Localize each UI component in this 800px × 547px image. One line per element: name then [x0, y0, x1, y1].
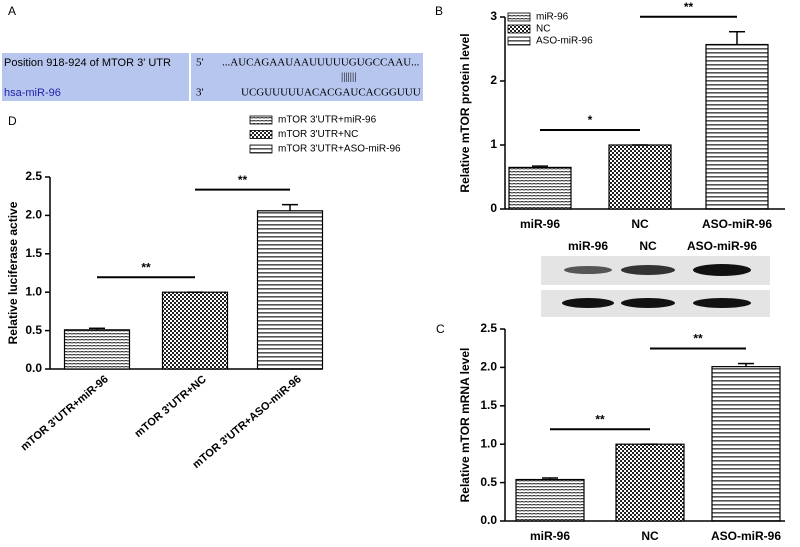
y-tick-label: 0.5	[480, 475, 497, 489]
legend-label: ASO-miR-96	[536, 36, 593, 47]
legend-swatch	[249, 130, 273, 139]
significance-label: **	[693, 332, 703, 346]
blot-band	[564, 266, 612, 274]
blot-band	[693, 298, 751, 308]
blot-band	[621, 298, 675, 308]
legend-label: miR-96	[536, 12, 569, 23]
y-tick-label: 2.0	[25, 208, 42, 222]
bar	[256, 210, 324, 370]
x-tick-label: mTOR 3'UTR+ASO-miR-96	[191, 373, 304, 471]
bar	[615, 443, 685, 522]
y-tick-label: 1.5	[25, 246, 42, 260]
x-tick-label: mTOR 3'UTR+miR-96	[19, 373, 111, 453]
mirna-seq: UCGUUUUUACACGAUCACGGUUU	[241, 87, 421, 99]
x-tick-label: ASO-miR-96	[711, 529, 781, 543]
pairing: |||||||	[341, 71, 356, 83]
bar	[515, 478, 585, 522]
mirna-label: hsa-miR-96	[4, 87, 61, 99]
x-tick-label: mTOR 3'UTR+NC	[133, 373, 209, 440]
y-axis-label: Relative mTOR mRNA level	[458, 348, 472, 503]
y-tick-label: 1.5	[480, 398, 497, 412]
panel-label: D	[8, 114, 17, 128]
blot-lane-label: ASO-miR-96	[687, 239, 757, 253]
y-axis-label: Relative mTOR protein level	[458, 33, 472, 192]
blot-band	[562, 298, 614, 308]
y-tick-label: 0.5	[25, 323, 42, 337]
panel-label: C	[436, 322, 445, 336]
alignment-box	[2, 53, 423, 101]
panel-label: B	[435, 4, 443, 18]
significance-label: *	[588, 113, 593, 127]
y-tick-label: 2	[490, 73, 497, 87]
legend-swatch	[249, 144, 273, 154]
bar	[63, 329, 131, 370]
y-tick-label: 1.0	[480, 436, 497, 450]
legend-swatch	[249, 115, 273, 125]
target-seq: ...AUCAGAAUAAUUUUUGUGCCAAU...	[222, 57, 420, 69]
bar	[608, 144, 672, 210]
y-tick-label: 2.5	[480, 321, 497, 335]
legend-label: NC	[536, 24, 550, 35]
y-tick-label: 1.0	[25, 284, 42, 298]
significance-label: **	[595, 412, 605, 426]
significance-label: **	[238, 173, 248, 187]
blot-band	[621, 265, 675, 275]
blot-lane-label: miR-96	[568, 239, 608, 253]
legend-swatch	[507, 36, 531, 46]
bar	[161, 291, 229, 370]
target-end: 5'	[196, 57, 204, 69]
legend-swatch	[507, 12, 531, 22]
x-tick-label: miR-96	[520, 217, 560, 231]
y-tick-label: 0	[490, 201, 497, 215]
legend-label: mTOR 3'UTR+NC	[278, 129, 358, 140]
y-tick-label: 2.5	[25, 169, 42, 183]
x-tick-label: NC	[631, 217, 649, 231]
y-tick-label: 1	[490, 137, 497, 151]
legend-swatch	[507, 24, 531, 34]
y-tick-label: 0.0	[480, 513, 497, 527]
bar	[508, 166, 572, 210]
bar	[711, 366, 781, 522]
significance-label: **	[141, 260, 151, 274]
blot-band	[693, 264, 751, 276]
blot-lane-label: NC	[639, 239, 657, 253]
y-axis-label: Relative luciferase active	[6, 201, 20, 344]
y-tick-label: 0.0	[25, 361, 42, 375]
x-tick-label: miR-96	[530, 529, 570, 543]
x-tick-label: ASO-miR-96	[702, 217, 772, 231]
legend-label: mTOR 3'UTR+miR-96	[278, 115, 377, 126]
target-label: Position 918-924 of MTOR 3' UTR	[4, 57, 171, 69]
legend-label: mTOR 3'UTR+ASO-miR-96	[278, 144, 401, 155]
mirna-end: 3'	[196, 87, 204, 99]
x-tick-label: NC	[641, 529, 659, 543]
panel-label: A	[8, 4, 16, 18]
y-tick-label: 2.0	[480, 360, 497, 374]
bar	[705, 43, 769, 210]
y-tick-label: 3	[490, 9, 497, 23]
significance-label: **	[684, 0, 694, 14]
